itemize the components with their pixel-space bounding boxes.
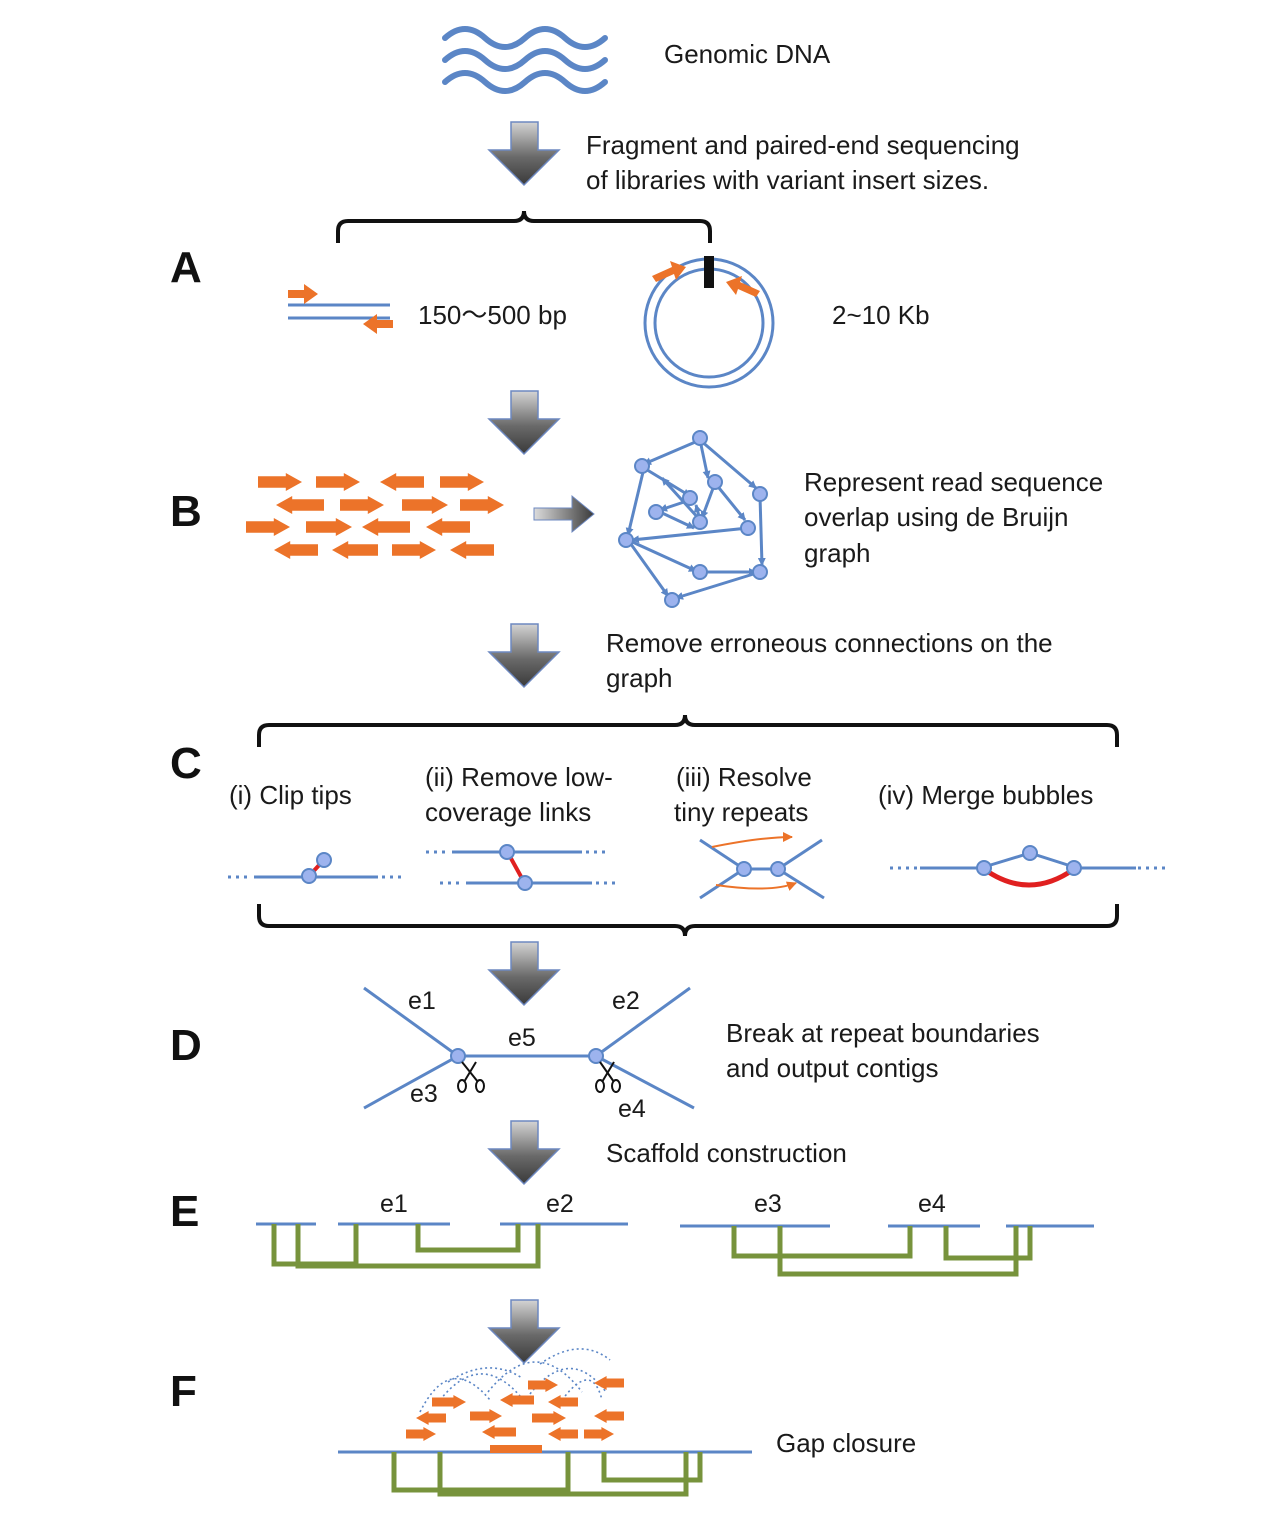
edge-label-e1: e1: [408, 987, 436, 1015]
read-arrow-icon: [460, 496, 504, 514]
read-arrow-icon: [392, 541, 436, 559]
read-arrow-icon: [402, 496, 448, 514]
read-arrow-icon: [594, 1376, 624, 1390]
break-step-line-1: Break at repeat boundaries: [726, 1018, 1040, 1048]
edge-label-e5: e5: [508, 1024, 536, 1052]
read-arrow-icon: [306, 518, 352, 536]
gap-closure-diagram: [338, 1348, 752, 1497]
read-arrow-icon: [432, 1395, 466, 1409]
fragment-step-line-1: Fragment and paired-end sequencing: [586, 130, 1020, 160]
gap-closure-label: Gap closure: [776, 1428, 917, 1458]
panel-label-f: F: [170, 1367, 197, 1416]
read-arrow-icon: [450, 541, 494, 559]
down-arrow-icon: [487, 941, 561, 1007]
remove-step-line-1: Remove erroneous connections on the: [606, 628, 1053, 658]
genomic-dna-icon: [442, 26, 608, 94]
down-arrow-icon: [487, 623, 561, 689]
down-arrow-icon: [487, 121, 561, 187]
scaffold-right: [680, 1224, 1094, 1277]
scaffold-left: [256, 1222, 628, 1269]
scissors-icon: [595, 1061, 621, 1093]
resolve-tiny-repeats-diagram: [699, 832, 825, 900]
read-arrow-icon: [276, 496, 324, 514]
graph-step-line-1: Represent read sequence: [804, 467, 1104, 497]
de-bruijn-graph: [618, 430, 768, 608]
read-arrow-icon: [332, 541, 378, 559]
edge-label-e2: e2: [612, 987, 640, 1015]
down-arrow-icon: [487, 1299, 561, 1365]
read-arrow-icon: [440, 473, 484, 491]
remove-step-line-2: graph: [606, 663, 673, 693]
fragment-step-line-2: of libraries with variant insert sizes.: [586, 165, 990, 195]
read-arrow-icon: [532, 1411, 566, 1425]
tiny-repeats-label-line-1: (iii) Resolve: [676, 762, 812, 792]
read-arrow-icon: [482, 1425, 516, 1439]
low-coverage-label-line-2: coverage links: [425, 797, 592, 827]
panel-label-e: E: [170, 1187, 200, 1236]
contig-label-e3: e3: [754, 1190, 782, 1218]
break-step-line-2: and output contigs: [726, 1053, 939, 1083]
short-insert-library-icon: [288, 284, 393, 334]
panel-label-b: B: [170, 487, 202, 536]
c-bottom-brace: [257, 904, 1119, 937]
clip-tips-diagram: [228, 852, 402, 884]
contig-label-e2: e2: [546, 1190, 574, 1218]
graph-step-line-3: graph: [804, 538, 871, 568]
low-coverage-label-line-1: (ii) Remove low-: [425, 762, 613, 792]
read-arrow-icon: [426, 518, 470, 536]
short-insert-label: 150～500 bp: [418, 300, 567, 330]
merge-bubbles-label: (iv) Merge bubbles: [878, 780, 1094, 810]
tiny-repeats-label-line-2: tiny repeats: [674, 797, 809, 827]
panel-label-d: D: [170, 1021, 202, 1070]
genomic-dna-label: Genomic DNA: [664, 39, 831, 69]
read-arrow-icon: [416, 1411, 446, 1425]
long-insert-circular-library-icon: [643, 256, 775, 389]
edge-label-e3: e3: [410, 1080, 438, 1108]
remove-low-coverage-links-diagram: [426, 844, 616, 891]
read-arrow-icon: [274, 541, 318, 559]
graph-step-line-2: overlap using de Bruijn: [804, 502, 1069, 532]
merge-bubbles-diagram: [890, 845, 1166, 888]
c-top-brace: [257, 714, 1119, 747]
scissors-icon: [457, 1061, 485, 1093]
clip-tips-label: (i) Clip tips: [229, 780, 352, 810]
read-arrow-icon: [548, 1427, 578, 1441]
read-arrow-icon: [499, 1393, 534, 1407]
read-arrow-icon: [528, 1378, 558, 1392]
reads-group: [245, 473, 504, 559]
read-arrow-icon: [245, 518, 290, 536]
read-arrow-icon: [258, 473, 302, 491]
read-arrow-icon: [340, 496, 384, 514]
right-arrow-icon: [533, 494, 595, 534]
panel-label-a: A: [170, 243, 202, 292]
read-arrow-icon: [380, 473, 424, 491]
top-brace: [336, 210, 712, 243]
scaffold-step-label: Scaffold construction: [606, 1138, 847, 1168]
panel-label-c: C: [170, 739, 202, 788]
read-arrow-icon: [362, 518, 410, 536]
contig-label-e4: e4: [918, 1190, 946, 1218]
edge-label-e4: e4: [618, 1095, 646, 1123]
read-arrow-icon: [316, 473, 360, 491]
long-insert-label: 2~10 Kb: [832, 300, 930, 330]
down-arrow-icon: [487, 390, 561, 456]
read-arrow-icon: [406, 1427, 436, 1441]
contig-label-e1: e1: [380, 1190, 408, 1218]
read-arrow-icon: [548, 1395, 578, 1409]
read-arrow-icon: [470, 1409, 502, 1423]
read-arrow-icon: [594, 1409, 624, 1423]
repeat-boundary-diagram: [363, 986, 695, 1110]
down-arrow-icon: [487, 1120, 561, 1186]
read-arrow-icon: [584, 1427, 614, 1441]
